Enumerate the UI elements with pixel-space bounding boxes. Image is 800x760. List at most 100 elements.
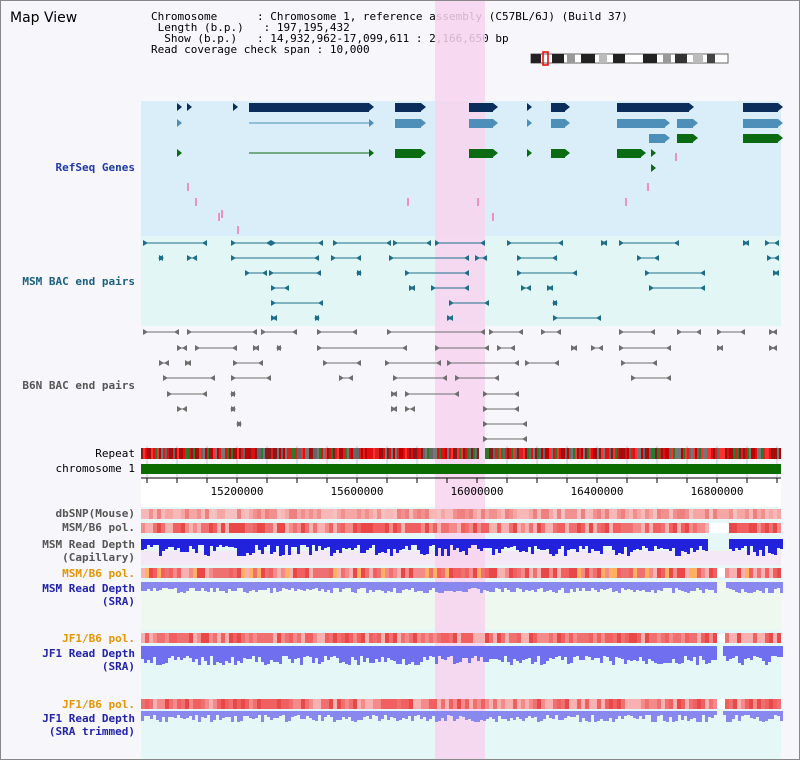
depth-tracks[interactable]	[141, 539, 783, 722]
depth-bar	[453, 711, 456, 721]
heat-cell	[757, 523, 761, 533]
depth-bar	[585, 582, 588, 591]
depth-bar	[423, 539, 426, 555]
depth-bar	[435, 539, 438, 556]
depth-bar	[180, 582, 183, 592]
bac-end	[272, 315, 277, 321]
coverage-value: 10,000	[329, 43, 370, 56]
bac-end	[230, 391, 235, 397]
repeat-element	[503, 448, 505, 459]
b6n-bac-end-pairs[interactable]	[143, 329, 777, 442]
repeat-element	[301, 448, 303, 459]
heat-cell	[461, 699, 465, 709]
msm-bac-end-pairs[interactable]	[143, 240, 779, 321]
heat-cell	[181, 633, 185, 643]
depth-bar	[168, 582, 171, 589]
heat-cell	[481, 699, 485, 709]
track-label-msm-depth-sra[interactable]: MSM Read Depth	[42, 582, 135, 595]
heat-cell	[205, 699, 209, 709]
track-label-jf1-pol[interactable]: JF1/B6 pol.	[62, 632, 135, 645]
depth-bar	[477, 582, 480, 589]
heat-cell	[389, 699, 393, 709]
repeat-element	[385, 448, 387, 459]
heat-cell	[653, 699, 657, 709]
depth-bar	[210, 539, 213, 546]
track-label-b6n-bac[interactable]: B6N BAC end pairs	[22, 379, 135, 392]
bac-end	[262, 270, 267, 276]
depth-bar	[777, 711, 780, 716]
depth-bar	[684, 711, 687, 716]
track-label-msm-pol[interactable]: MSM/B6 pol.	[62, 521, 135, 534]
depth-bar	[609, 646, 612, 661]
depth-bar	[237, 646, 240, 661]
track-label-repeat[interactable]: Repeat	[95, 447, 135, 460]
depth-bar	[387, 711, 390, 720]
bac-end	[475, 255, 480, 261]
heat-cell	[725, 633, 729, 643]
heat-cell	[449, 509, 453, 519]
track-label-dbsnp[interactable]: dbSNP(Mouse)	[55, 507, 135, 520]
depth-bar	[411, 539, 414, 545]
bac-end	[435, 345, 440, 351]
depth-bar	[258, 539, 261, 550]
bac-end	[552, 300, 557, 306]
depth-bar	[153, 539, 156, 545]
heat-cell	[165, 568, 169, 578]
selected-region-highlight[interactable]	[435, 1, 485, 759]
heat-cell	[377, 523, 381, 533]
repeat-track[interactable]	[141, 448, 781, 459]
heat-cell	[633, 523, 637, 533]
repeat-element	[167, 448, 169, 459]
heat-cell	[713, 568, 717, 578]
depth-bar	[360, 711, 363, 720]
repeat-element	[393, 448, 395, 459]
depth-bar	[636, 711, 639, 719]
depth-bar	[708, 646, 711, 663]
depth-bar	[228, 711, 231, 717]
repeat-element	[507, 448, 509, 459]
track-label-msm-depth-capillary[interactable]: MSM Read Depth	[42, 538, 135, 551]
depth-bar	[162, 646, 165, 664]
track-label-refseq[interactable]: RefSeq Genes	[55, 161, 135, 174]
track-label-msm-bac[interactable]: MSM BAC end pairs	[22, 275, 135, 288]
heat-tracks[interactable]	[141, 509, 781, 709]
heat-cell	[725, 509, 729, 519]
heat-cell	[525, 699, 529, 709]
track-label-jf1-pol-2[interactable]: JF1/B6 pol.	[62, 698, 135, 711]
track-label-jf1-depth-sra[interactable]: JF1 Read Depth	[42, 647, 135, 660]
heat-cell	[173, 509, 177, 519]
heat-cell	[337, 568, 341, 578]
depth-bar	[738, 539, 741, 550]
depth-bar	[390, 582, 393, 592]
chromosome-bar[interactable]	[141, 464, 781, 474]
depth-bar	[228, 539, 231, 547]
repeat-element	[401, 448, 403, 459]
chromosome-ideogram[interactable]	[530, 51, 729, 66]
ideogram-position-marker[interactable]	[542, 51, 549, 66]
repeat-element	[341, 448, 343, 459]
track-label-msm-pol-2[interactable]: MSM/B6 pol.	[62, 567, 135, 580]
depth-bar	[381, 646, 384, 657]
repeat-element	[697, 448, 699, 459]
depth-bar	[186, 646, 189, 656]
depth-bar	[543, 646, 546, 664]
heat-cell	[341, 509, 345, 519]
bac-end	[484, 300, 489, 306]
refseq-gene-features[interactable]	[177, 103, 783, 234]
heat-cell	[733, 568, 737, 578]
gene-arrow	[665, 119, 670, 127]
depth-bar	[282, 539, 285, 555]
heat-cell	[433, 523, 437, 533]
heat-cell	[761, 523, 765, 533]
depth-bar	[195, 539, 198, 553]
depth-bar	[306, 646, 309, 656]
track-label-chromosome[interactable]: chromosome 1	[55, 462, 135, 475]
track-label-jf1-depth-trimmed[interactable]: JF1 Read Depth	[42, 712, 135, 725]
depth-bar	[525, 646, 528, 659]
bac-end	[187, 329, 192, 335]
heat-cell	[301, 523, 305, 533]
depth-bar	[249, 539, 252, 555]
depth-bar	[687, 646, 690, 660]
repeat-element	[279, 448, 281, 459]
